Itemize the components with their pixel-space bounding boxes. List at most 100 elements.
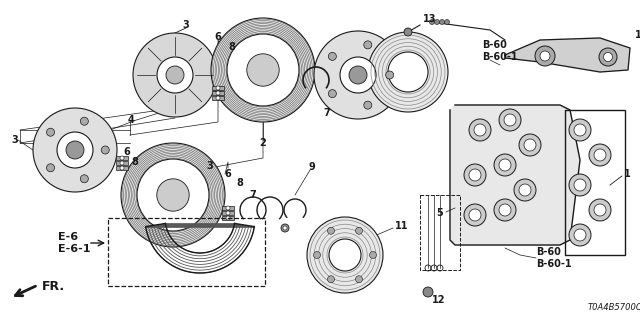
Bar: [222, 216, 234, 220]
Circle shape: [216, 86, 220, 90]
Circle shape: [574, 179, 586, 191]
Text: B-60-1: B-60-1: [482, 52, 518, 62]
Circle shape: [355, 227, 362, 234]
Circle shape: [519, 134, 541, 156]
Text: 5: 5: [436, 208, 443, 218]
Circle shape: [519, 184, 531, 196]
Bar: [116, 161, 128, 165]
Circle shape: [57, 132, 93, 168]
Circle shape: [314, 252, 321, 259]
Circle shape: [226, 211, 230, 215]
Circle shape: [216, 91, 220, 95]
Text: E-6: E-6: [58, 232, 78, 242]
Circle shape: [594, 204, 606, 216]
Bar: [116, 156, 128, 160]
Polygon shape: [450, 105, 580, 245]
Circle shape: [445, 20, 449, 25]
Circle shape: [574, 229, 586, 241]
Bar: [222, 211, 234, 215]
Bar: [420, 195, 460, 270]
Bar: [108, 218, 265, 286]
Polygon shape: [505, 38, 630, 72]
Text: B-60-1: B-60-1: [536, 259, 572, 269]
Circle shape: [574, 124, 586, 136]
Circle shape: [569, 119, 591, 141]
Circle shape: [349, 66, 367, 84]
Circle shape: [589, 144, 611, 166]
Circle shape: [340, 57, 376, 93]
Circle shape: [369, 252, 376, 259]
Text: 8: 8: [132, 157, 138, 167]
Circle shape: [599, 48, 617, 66]
Circle shape: [307, 217, 383, 293]
Bar: [222, 206, 234, 210]
Circle shape: [281, 224, 289, 232]
Circle shape: [540, 51, 550, 61]
Text: E-6-1: E-6-1: [58, 244, 90, 254]
Circle shape: [211, 18, 315, 122]
Text: 8: 8: [228, 42, 236, 52]
Circle shape: [524, 139, 536, 151]
Text: 6: 6: [225, 169, 232, 179]
Text: FR.: FR.: [42, 279, 65, 292]
Circle shape: [499, 159, 511, 171]
Circle shape: [474, 124, 486, 136]
Circle shape: [66, 141, 84, 159]
Circle shape: [157, 57, 193, 93]
Circle shape: [464, 204, 486, 226]
Text: B-60: B-60: [482, 40, 507, 50]
Circle shape: [499, 109, 521, 131]
Text: 6: 6: [214, 32, 221, 42]
Circle shape: [247, 54, 279, 86]
Text: B-60: B-60: [536, 247, 561, 257]
Circle shape: [469, 119, 491, 141]
Circle shape: [569, 224, 591, 246]
Circle shape: [120, 161, 124, 165]
Bar: [116, 166, 128, 170]
Circle shape: [364, 101, 372, 109]
Circle shape: [388, 52, 428, 92]
Circle shape: [514, 179, 536, 201]
Circle shape: [81, 117, 88, 125]
Text: 7: 7: [250, 190, 257, 200]
Circle shape: [133, 33, 217, 117]
Circle shape: [604, 52, 612, 61]
Circle shape: [404, 28, 412, 36]
Bar: [212, 91, 224, 95]
Circle shape: [328, 52, 337, 60]
Text: 2: 2: [260, 138, 266, 148]
Circle shape: [355, 276, 362, 283]
Circle shape: [535, 46, 555, 66]
Circle shape: [227, 34, 299, 106]
Circle shape: [594, 149, 606, 161]
Text: 3: 3: [12, 135, 19, 145]
Circle shape: [328, 276, 335, 283]
Circle shape: [314, 31, 402, 119]
Circle shape: [121, 143, 225, 247]
Circle shape: [166, 66, 184, 84]
Circle shape: [504, 114, 516, 126]
Circle shape: [464, 164, 486, 186]
Circle shape: [429, 20, 435, 25]
Circle shape: [423, 287, 433, 297]
Circle shape: [469, 209, 481, 221]
Circle shape: [364, 41, 372, 49]
Text: T0A4B5700C: T0A4B5700C: [588, 303, 640, 313]
Text: 11: 11: [395, 221, 408, 231]
Bar: [565, 110, 625, 255]
Bar: [212, 86, 224, 90]
Circle shape: [33, 108, 117, 192]
Text: 4: 4: [127, 115, 134, 125]
Circle shape: [226, 216, 230, 220]
Circle shape: [329, 239, 361, 271]
Circle shape: [440, 20, 445, 25]
Bar: [212, 96, 224, 100]
Text: 10: 10: [635, 30, 640, 40]
Circle shape: [435, 20, 440, 25]
Circle shape: [368, 32, 448, 112]
Circle shape: [120, 166, 124, 170]
Text: 13: 13: [423, 14, 436, 24]
Circle shape: [47, 128, 54, 136]
Circle shape: [589, 199, 611, 221]
Text: 12: 12: [432, 295, 445, 305]
